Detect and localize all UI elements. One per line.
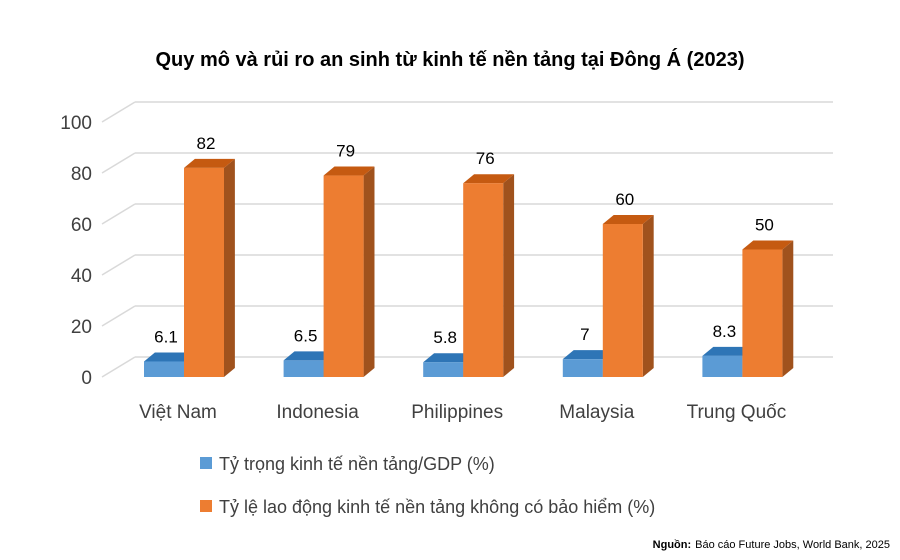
- gridline-wall: [101, 101, 136, 123]
- bar-top: [702, 346, 754, 356]
- bar-front: [602, 224, 643, 377]
- data-label-series-1: 8.3: [713, 322, 737, 341]
- category-label: Malaysia: [559, 402, 634, 423]
- bar-top: [283, 351, 335, 361]
- category-label: Trung Quốc: [687, 402, 787, 423]
- data-label-series-2: 60: [615, 190, 634, 209]
- bars: 6.1 82 6.5 79 5.8 76 7 60 8.3 50: [144, 134, 794, 377]
- bar-series-2-2: [463, 174, 515, 377]
- gridline-wall: [101, 203, 136, 225]
- bar-top: [144, 352, 195, 362]
- bar-side: [503, 174, 515, 377]
- bar-side: [224, 158, 235, 377]
- bar-front: [323, 175, 364, 377]
- bar-top: [742, 240, 794, 250]
- bar-top: [323, 166, 375, 176]
- bar-front: [423, 362, 464, 377]
- bar-front: [144, 361, 184, 377]
- bar-front: [184, 167, 224, 377]
- category-label: Việt Nam: [139, 402, 217, 423]
- category-label: Philippines: [411, 402, 503, 423]
- data-label-series-1: 6.1: [154, 327, 178, 346]
- y-tick-label: 20: [71, 317, 92, 338]
- data-label-series-2: 76: [476, 149, 495, 168]
- bar-front: [283, 360, 324, 377]
- gridline-wall: [101, 152, 136, 174]
- bar-series-2-0: [184, 158, 235, 377]
- data-label-series-1: 5.8: [433, 328, 457, 347]
- legend-label-series-2: Tỷ lệ lao động kinh tế nền tảng không có…: [219, 497, 655, 517]
- bar-front: [742, 249, 783, 377]
- bar-top: [423, 353, 475, 363]
- y-tick-label: 40: [71, 266, 92, 287]
- bar-front: [702, 355, 743, 377]
- source-note: Nguồn: Báo cáo Future Jobs, World Bank, 2…: [653, 539, 890, 551]
- category-label: Indonesia: [276, 402, 359, 423]
- gridline-wall: [101, 356, 136, 378]
- y-tick-label: 100: [60, 113, 92, 134]
- bar-top: [184, 158, 235, 168]
- y-tick-label: 80: [71, 164, 92, 185]
- bar-front: [463, 183, 504, 377]
- y-tick-label: 60: [71, 215, 92, 236]
- bar-side: [782, 240, 794, 377]
- x-axis-categories: Việt Nam Indonesia Philippines Malaysia Trun…: [139, 402, 786, 423]
- y-tick-label: 0: [81, 368, 92, 389]
- bar-top: [562, 350, 614, 360]
- bar-series-2-4: [742, 240, 794, 377]
- legend-swatch-series-2: [200, 500, 212, 512]
- source-label: Nguồn:: [653, 539, 691, 551]
- data-label-series-2: 79: [336, 142, 355, 161]
- data-label-series-1: 6.5: [294, 326, 318, 345]
- bar-top: [602, 215, 654, 224]
- bar-series-2-1: [323, 166, 375, 377]
- data-label-series-2: 50: [755, 216, 774, 235]
- data-label-series-1: 7: [580, 325, 589, 344]
- gridline-wall: [101, 305, 136, 327]
- gridline-wall: [101, 254, 136, 276]
- data-label-series-2: 82: [197, 134, 216, 153]
- legend-swatch-series-1: [200, 457, 212, 469]
- bar-side: [363, 166, 375, 377]
- legend: Tỷ trọng kinh tế nền tảng/GDP (%) Tỷ lệ …: [200, 454, 655, 517]
- y-axis-ticks: 0 20 40 60 80 100: [60, 113, 92, 389]
- bar-side: [642, 215, 654, 377]
- bar-series-2-3: [602, 215, 654, 377]
- legend-label-series-1: Tỷ trọng kinh tế nền tảng/GDP (%): [219, 454, 495, 474]
- source-text: Báo cáo Future Jobs, World Bank, 2025: [695, 539, 890, 551]
- bar-top: [463, 174, 515, 184]
- chart-title: Quy mô và rủi ro an sinh từ kinh tế nền …: [155, 48, 744, 71]
- bar-front: [562, 359, 603, 377]
